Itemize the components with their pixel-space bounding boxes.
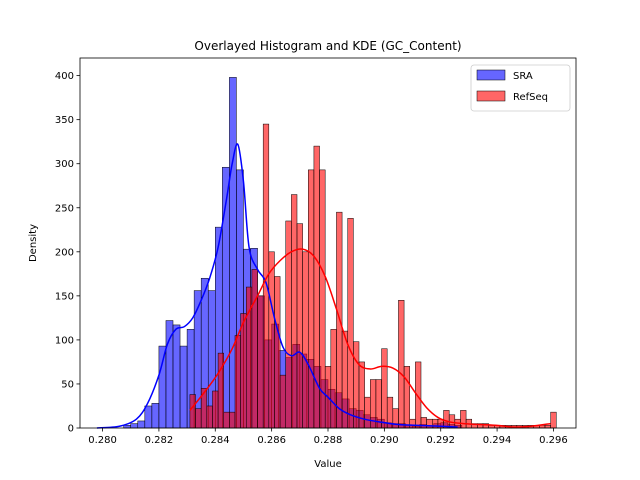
refseq-bar-15 (274, 276, 281, 429)
x-tick-label: 0.282 (145, 435, 174, 446)
sra-bar-2 (137, 420, 146, 429)
x-tick-label: 0.294 (483, 435, 512, 446)
refseq-bar-16 (279, 374, 286, 429)
y-tick-label: 350 (55, 115, 74, 126)
sra-bar-6 (165, 320, 174, 429)
refseq-bar-12 (257, 295, 264, 429)
refseq-bar-0 (189, 394, 196, 429)
legend-swatch-sra (476, 69, 506, 81)
x-tick-label: 0.288 (314, 435, 343, 446)
refseq-bar-42 (426, 418, 433, 429)
legend-swatch-refseq (476, 90, 506, 102)
x-tick-label: 0.290 (370, 435, 399, 446)
x-axis-label: Value (314, 459, 341, 470)
refseq-bar-1 (195, 408, 202, 429)
refseq-bar-41 (420, 417, 427, 429)
refseq-bar-38 (403, 366, 410, 429)
refseq-kde-line (189, 248, 551, 428)
chart-title: Overlayed Histogram and KDE (GC_Content) (194, 39, 461, 53)
x-tick-label: 0.296 (539, 435, 568, 446)
y-tick-label: 250 (55, 203, 74, 214)
refseq-bar-25 (330, 329, 337, 429)
refseq-bar-9 (240, 313, 247, 429)
refseq-bar-20 (302, 251, 309, 429)
refseq-bar-11 (251, 269, 258, 429)
refseq-bar-33 (375, 379, 382, 429)
sra-bar-3 (144, 405, 153, 429)
kde-lines (96, 143, 551, 429)
sra-bar-5 (158, 345, 167, 429)
y-tick-label: 400 (55, 71, 74, 82)
refseq-bar-34 (381, 348, 388, 429)
y-tick-label: 300 (55, 159, 74, 170)
sra-bar-8 (179, 345, 188, 429)
x-tick-label: 0.292 (426, 435, 455, 446)
sra-kde-line (96, 143, 458, 429)
x-tick-label: 0.280 (88, 435, 117, 446)
refseq-bar-45 (443, 410, 450, 429)
legend-label-refseq: RefSeq (513, 92, 548, 103)
y-tick-label: 200 (55, 247, 74, 258)
refseq-bar-6 (223, 411, 230, 429)
refseq-bar-37 (398, 300, 405, 429)
refseq-bar-29 (353, 341, 360, 429)
y-tick-label: 0 (68, 424, 74, 435)
x-tick-label: 0.284 (201, 435, 230, 446)
legend-label-sra: SRA (513, 71, 533, 82)
legend: SRA RefSeq (470, 64, 571, 112)
refseq-bar-21 (308, 169, 315, 429)
plot-area (79, 57, 577, 429)
refseq-bar-3 (206, 405, 213, 429)
x-tick-label: 0.286 (257, 435, 286, 446)
refseq-bar-64 (550, 411, 557, 429)
sra-bar-4 (151, 403, 160, 429)
refseq-bar-28 (347, 218, 354, 429)
refseq-bar-31 (364, 396, 371, 429)
refseq-bar-19 (296, 223, 303, 429)
refseq-bar-18 (291, 194, 298, 429)
x-axis: 0.280 0.282 0.284 0.286 0.288 0.290 0.292 0.294… (88, 428, 568, 446)
y-tick-label: 150 (55, 291, 74, 302)
y-tick-label: 50 (61, 379, 74, 390)
sra-bar-7 (172, 324, 181, 429)
y-axis-label: Density (28, 224, 39, 262)
refseq-bar-39 (409, 418, 416, 429)
refseq-bar-4 (212, 390, 219, 429)
refseq-bar-48 (460, 410, 467, 429)
refseq-bar-14 (268, 251, 275, 429)
sra-bar-1 (130, 423, 139, 429)
y-axis: 0 50 100 150 200 250 300 350 400 (55, 71, 80, 435)
refseq-bar-8 (234, 335, 241, 429)
y-tick-label: 100 (55, 335, 74, 346)
refseq-bar-7 (229, 411, 236, 429)
